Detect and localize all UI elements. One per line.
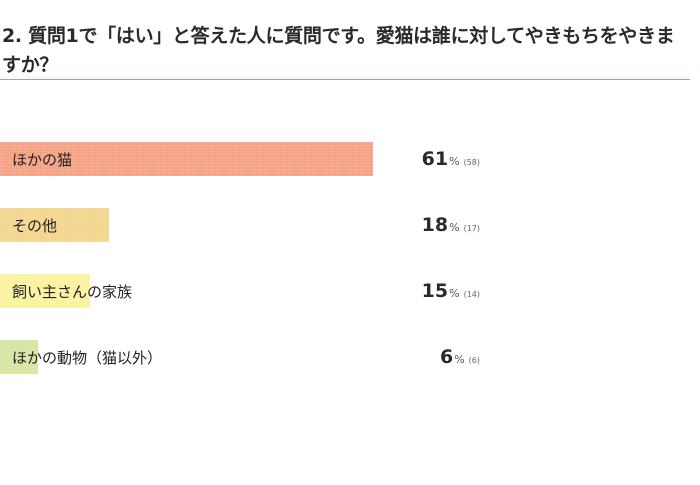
result-stat: 15% (14) [422, 274, 480, 312]
title-divider [0, 79, 690, 80]
result-count: (17) [463, 224, 480, 233]
result-stat: 6% (6) [440, 340, 480, 378]
result-stat: 61% (58) [422, 142, 480, 180]
result-row-other-animals: ほかの動物（猫以外） 6% (6) [0, 340, 700, 374]
percent-sign: % [449, 287, 460, 300]
result-percent: 6 [439, 346, 454, 368]
result-bar [0, 208, 109, 242]
result-count: (14) [463, 290, 480, 299]
percent-sign: % [454, 353, 465, 366]
result-stat: 18% (17) [422, 208, 480, 246]
result-percent: 15 [421, 280, 449, 302]
result-bar [0, 274, 90, 308]
result-percent: 18 [421, 214, 449, 236]
result-count: (6) [468, 356, 480, 365]
result-count: (58) [463, 158, 480, 167]
result-percent: 61 [421, 148, 449, 170]
result-label: ほかの猫 [12, 151, 73, 169]
percent-sign: % [449, 155, 460, 168]
result-bar [0, 142, 373, 176]
result-bar [0, 340, 38, 374]
result-label: ほかの動物（猫以外） [12, 349, 163, 367]
result-row-owner-family: 飼い主さんの家族 15% (14) [0, 274, 700, 308]
result-label: 飼い主さんの家族 [12, 283, 133, 301]
result-row-other: その他 18% (17) [0, 208, 700, 242]
percent-sign: % [449, 221, 460, 234]
question-title: 2. 質問1で「はい」と答えた人に質問です。愛猫は誰に対してやきもちをやきますか… [2, 25, 675, 76]
result-row-other-cats: ほかの猫 61% (58) [0, 142, 700, 176]
result-label: その他 [12, 217, 58, 235]
